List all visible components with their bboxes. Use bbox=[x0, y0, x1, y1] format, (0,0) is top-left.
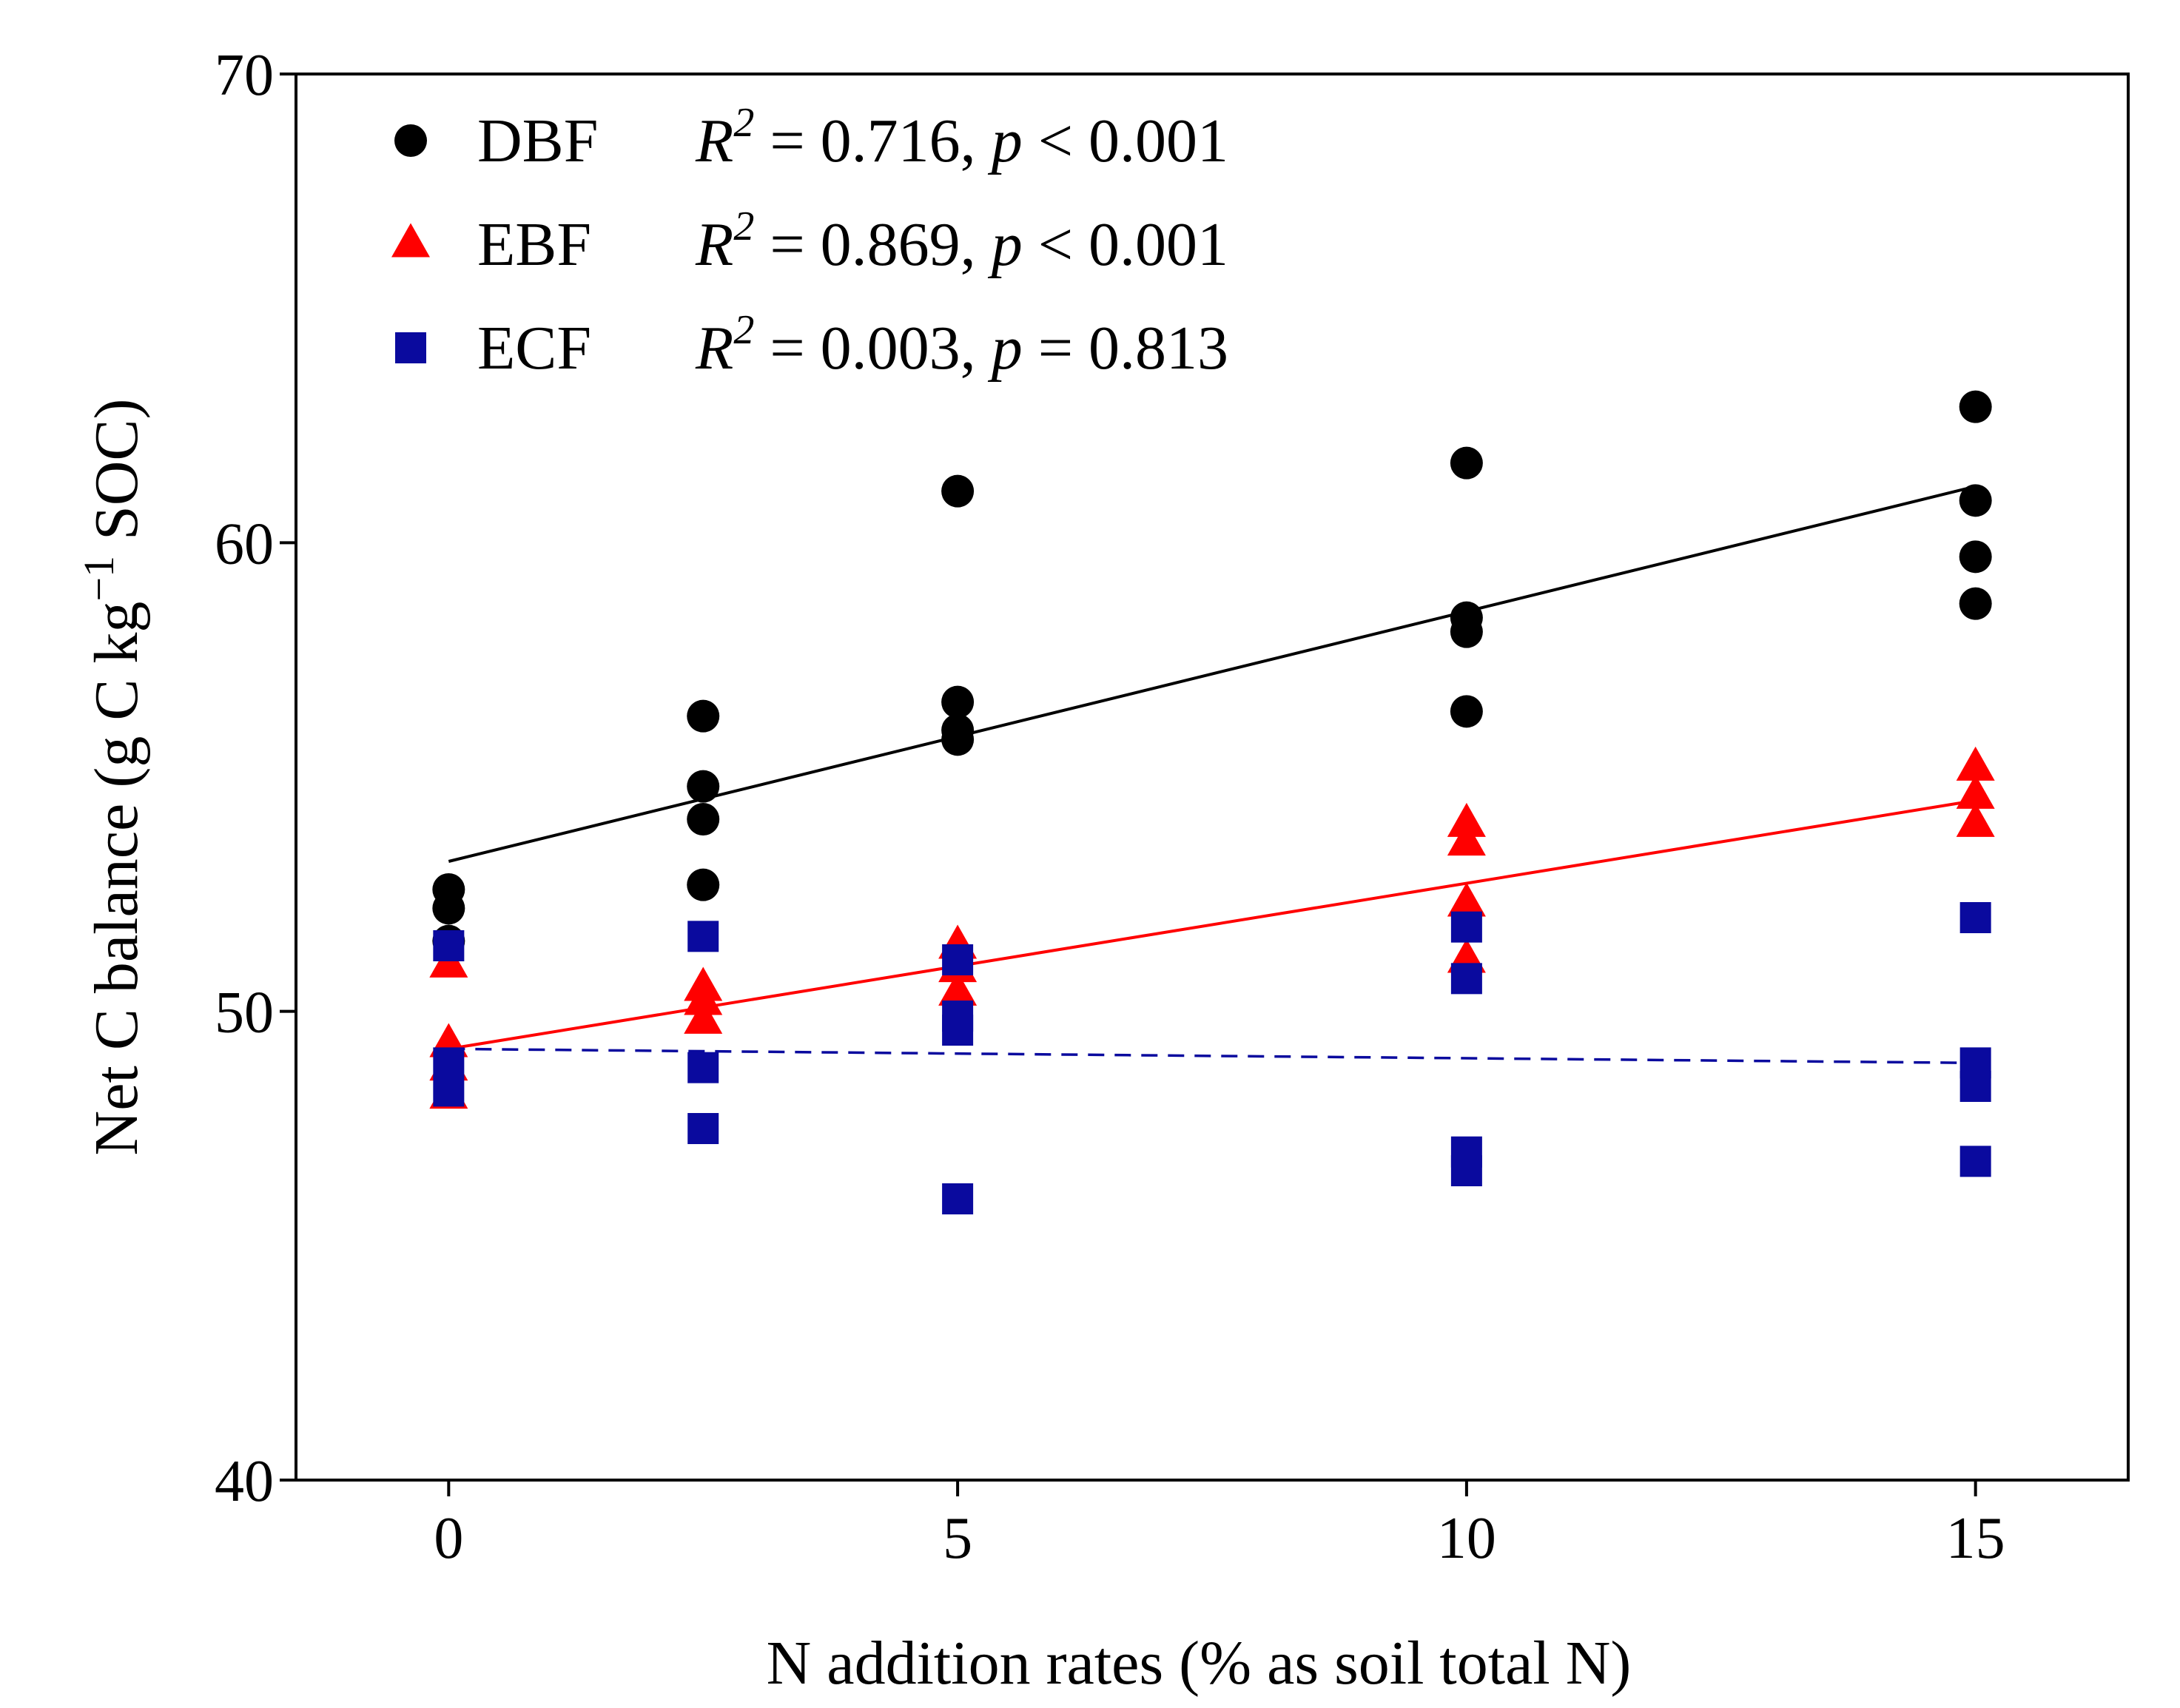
x-tick-label: 0 bbox=[434, 1506, 463, 1571]
ecf-point bbox=[1959, 1146, 1991, 1177]
legend-stat-ecf: R2 = 0.003, p = 0.813 bbox=[695, 307, 1228, 383]
legend-label-ebf: EBF bbox=[477, 210, 591, 279]
dbf-point bbox=[687, 803, 720, 835]
ebf-point bbox=[684, 999, 723, 1034]
legend-item-dbf: DBF R2 = 0.716, p < 0.001 bbox=[394, 100, 1228, 175]
ecf-point bbox=[942, 944, 974, 975]
ebf-point bbox=[938, 971, 978, 1006]
ecf-series bbox=[433, 902, 1991, 1214]
legend-marker-ecf bbox=[395, 332, 426, 363]
ebf-series bbox=[429, 746, 1995, 1109]
ebf-point bbox=[684, 981, 723, 1015]
dbf-point bbox=[1959, 484, 1992, 517]
x-tick-label: 15 bbox=[1946, 1506, 2005, 1571]
x-tick-label: 10 bbox=[1437, 1506, 1496, 1571]
ebf-point bbox=[1447, 882, 1486, 917]
dbf-point bbox=[1959, 390, 1992, 423]
dbf-point bbox=[432, 892, 465, 925]
ecf-fit-line bbox=[448, 1047, 1976, 1065]
ebf-point bbox=[1956, 746, 1995, 781]
dbf-point bbox=[1450, 695, 1483, 728]
dbf-point bbox=[687, 868, 720, 901]
data-points bbox=[429, 390, 1995, 1214]
x-axis-title: N addition rates (% as soil total N) bbox=[767, 1629, 1632, 1698]
ebf-point bbox=[1956, 802, 1995, 837]
ecf-point bbox=[433, 930, 465, 961]
ecf-point bbox=[433, 1047, 465, 1079]
legend-marker-ebf bbox=[391, 223, 430, 258]
y-tick-label: 50 bbox=[215, 981, 274, 1046]
legend: DBF R2 = 0.716, p < 0.001 EBF R2 = 0.869, p… bbox=[391, 100, 1228, 383]
legend-stat-ebf: R2 = 0.869, p < 0.001 bbox=[695, 204, 1228, 279]
ebf-point bbox=[1447, 802, 1486, 837]
legend-marker-dbf bbox=[394, 124, 427, 157]
axes: 40 50 60 70 0 5 10 15 bbox=[215, 43, 2005, 1571]
y-axis-title-prefix: Net C balance (g C kg bbox=[82, 602, 151, 1156]
dbf-point bbox=[1450, 446, 1483, 480]
y-tick-label: 40 bbox=[215, 1449, 274, 1514]
y-axis-title-suffix: SOC) bbox=[82, 399, 151, 556]
y-tick-label: 60 bbox=[215, 511, 274, 576]
ecf-point bbox=[687, 921, 719, 952]
fit-lines bbox=[448, 485, 1977, 1065]
ecf-point bbox=[433, 1075, 465, 1107]
y-axis-title: Net C balance (g C kg−1 SOC) bbox=[75, 399, 151, 1156]
y-tick-label: 70 bbox=[215, 43, 274, 108]
dbf-point bbox=[1450, 615, 1483, 648]
ebf-point bbox=[1447, 821, 1486, 856]
dbf-point bbox=[941, 474, 975, 508]
x-tick-label: 5 bbox=[943, 1506, 972, 1571]
ecf-point bbox=[1959, 902, 1991, 933]
ebf-fit-line bbox=[448, 798, 1976, 1051]
ebf-point bbox=[1956, 774, 1995, 809]
dbf-point bbox=[1959, 540, 1992, 574]
ecf-point bbox=[942, 1015, 974, 1046]
legend-item-ecf: ECF R2 = 0.003, p = 0.813 bbox=[395, 307, 1228, 383]
legend-stat-dbf: R2 = 0.716, p < 0.001 bbox=[695, 100, 1228, 175]
dbf-point bbox=[687, 699, 720, 733]
legend-label-ecf: ECF bbox=[477, 314, 591, 383]
ecf-point bbox=[942, 1183, 974, 1214]
ecf-point bbox=[1450, 1155, 1482, 1186]
legend-label-dbf: DBF bbox=[477, 107, 598, 175]
dbf-point bbox=[941, 685, 975, 719]
dbf-point bbox=[1959, 587, 1992, 620]
ecf-point bbox=[1450, 963, 1482, 995]
dbf-point bbox=[941, 723, 975, 756]
ecf-point bbox=[1450, 911, 1482, 943]
legend-item-ebf: EBF R2 = 0.869, p < 0.001 bbox=[391, 204, 1228, 279]
y-axis-title-superscript: −1 bbox=[75, 556, 123, 602]
dbf-fit-line bbox=[448, 485, 1977, 863]
ecf-point bbox=[1959, 1071, 1991, 1102]
dbf-series bbox=[432, 390, 1992, 958]
plot-frame bbox=[295, 73, 2130, 1482]
dbf-point bbox=[687, 770, 720, 803]
ecf-point bbox=[687, 1052, 719, 1083]
ecf-point bbox=[687, 1113, 719, 1144]
